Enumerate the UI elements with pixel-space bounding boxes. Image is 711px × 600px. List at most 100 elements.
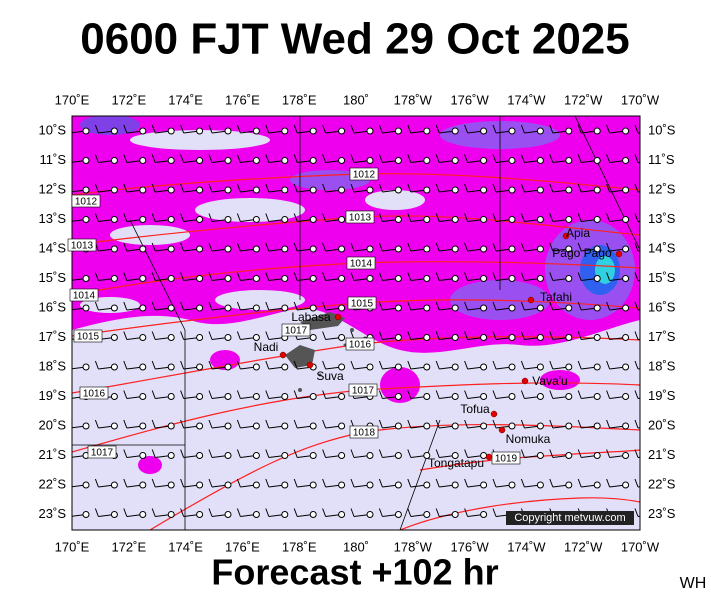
barb-station (480, 127, 488, 135)
barb-station (338, 422, 346, 430)
barb-feather (606, 272, 611, 281)
barb-feather (94, 360, 99, 370)
barb-station (309, 334, 317, 341)
barb-station (338, 275, 346, 282)
barb-feather (322, 390, 327, 399)
barb-station (536, 157, 544, 164)
barb-feather (236, 213, 241, 222)
place-marker (485, 453, 493, 461)
barb-feather (236, 272, 241, 281)
barb-station (366, 452, 374, 459)
barb-feather (67, 420, 70, 428)
barb-station (281, 304, 289, 312)
barb-feather (407, 331, 412, 340)
barb-feather (94, 419, 99, 429)
barb-station (622, 481, 630, 489)
barb-feather (208, 449, 213, 458)
barb-station (593, 334, 601, 341)
barb-station (423, 216, 431, 223)
barb-station (593, 157, 601, 164)
barb-station (508, 363, 516, 371)
barb-station (565, 216, 573, 223)
barb-feather (180, 301, 185, 311)
barb-feather (520, 478, 525, 488)
barb-feather (123, 449, 128, 458)
clear-patch (130, 130, 270, 150)
barb-feather (378, 508, 383, 517)
barb-station (480, 216, 488, 223)
barb-feather (378, 419, 383, 429)
isobar-label-box (69, 288, 99, 302)
barb-station (82, 216, 90, 223)
barb-feather (180, 213, 185, 222)
barb-feather (378, 183, 383, 193)
barb-station (565, 186, 573, 194)
place-marker (306, 361, 314, 369)
barb-station (536, 186, 544, 194)
lat-label-left: 23˚S (39, 506, 67, 521)
barb-station (394, 481, 402, 489)
barb-feather (265, 331, 270, 340)
isobar-label: 1015 (347, 296, 377, 310)
barb-station (139, 511, 147, 518)
title: 0600 FJT Wed 29 Oct 2025 (80, 15, 629, 64)
barb-feather (520, 242, 525, 252)
barb-station (366, 511, 374, 518)
barb-feather (606, 213, 611, 222)
isobar-label-text: 1012 (353, 170, 376, 181)
barb-feather (577, 419, 582, 429)
isobar-label: 1019 (491, 451, 521, 465)
barb-station (110, 334, 118, 341)
barb-station (309, 304, 317, 312)
barb-station (196, 186, 204, 194)
barb-station (224, 481, 232, 489)
barb-station (196, 304, 204, 312)
barb-station (252, 186, 260, 194)
barb-feather (492, 154, 497, 163)
place-label: Tofua (460, 402, 490, 416)
barb-feather (549, 183, 554, 193)
barb-feather (577, 478, 582, 488)
barb-station (196, 157, 204, 164)
barb-feather (123, 213, 128, 222)
lon-label-top: 174˚E (168, 92, 203, 107)
barb-feather (67, 479, 70, 487)
isobar-label-text: 1017 (285, 326, 308, 337)
barb-station (281, 245, 289, 253)
barb-station (110, 422, 118, 430)
barb-feather (549, 419, 554, 429)
barb-feather (407, 301, 412, 311)
barb-station (451, 127, 459, 135)
barb-station (110, 304, 118, 312)
barb-feather (123, 478, 128, 488)
barb-feather (67, 155, 70, 163)
barb-feather (350, 449, 355, 458)
map-area (67, 116, 640, 530)
barb-station (196, 127, 204, 135)
barb-station (110, 481, 118, 489)
barb-station (167, 452, 175, 459)
barb-feather (464, 301, 469, 311)
barb-feather (634, 272, 639, 281)
barb-feather (634, 449, 639, 458)
isobar-label: 1018 (349, 425, 379, 439)
barb-feather (634, 331, 639, 340)
place-label: Nomuka (506, 432, 551, 446)
lon-label-top: 170˚E (55, 92, 90, 107)
barb-feather (520, 331, 525, 340)
barb-feather (123, 242, 128, 252)
barb-station (480, 186, 488, 194)
barb-station (394, 157, 402, 164)
barb-feather (236, 508, 241, 517)
barb-feather (236, 360, 241, 370)
barb-feather (180, 183, 185, 193)
barb-station (309, 481, 317, 489)
lon-label-bottom: 174˚W (507, 539, 546, 554)
isobar-label: 1012 (349, 167, 379, 181)
footer: Forecast +102 hr (211, 552, 498, 593)
barb-feather (549, 124, 554, 134)
barb-feather (634, 360, 639, 370)
barb-station (338, 393, 346, 400)
barb-feather (265, 272, 270, 281)
barb-feather (435, 124, 440, 134)
